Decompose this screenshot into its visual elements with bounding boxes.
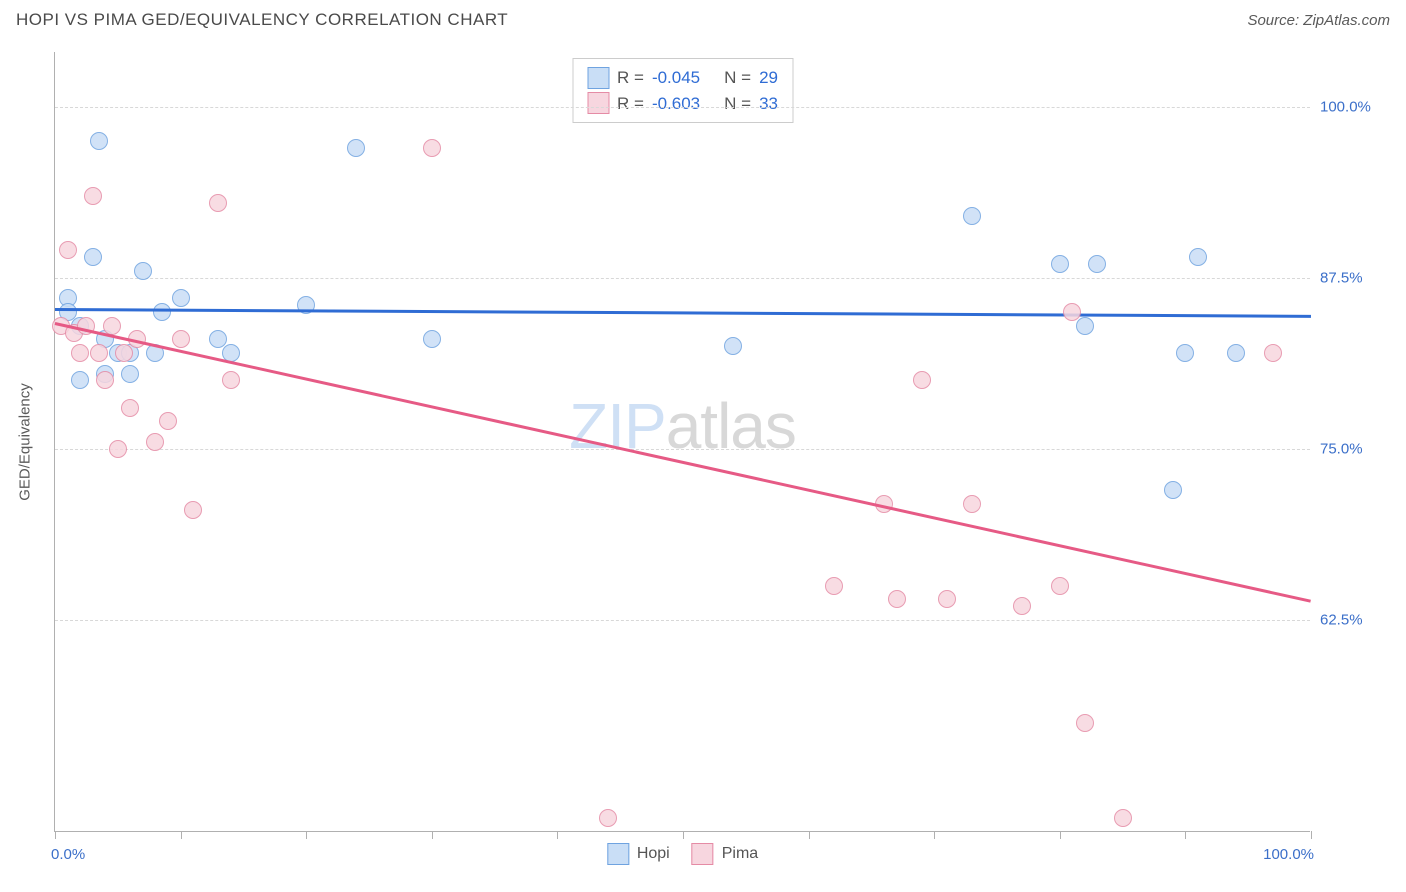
n-label: N = bbox=[724, 65, 751, 91]
pima-swatch-icon bbox=[692, 843, 714, 865]
scatter-point bbox=[121, 399, 139, 417]
scatter-point bbox=[153, 303, 171, 321]
watermark-atlas: atlas bbox=[666, 390, 796, 462]
watermark-zip: ZIP bbox=[569, 390, 666, 462]
y-tick-label: 75.0% bbox=[1320, 440, 1390, 457]
source-label: Source: ZipAtlas.com bbox=[1247, 12, 1390, 29]
trend-line bbox=[55, 308, 1311, 317]
scatter-point bbox=[963, 207, 981, 225]
x-tick bbox=[1311, 831, 1312, 839]
legend-item-pima: Pima bbox=[692, 843, 758, 865]
scatter-point bbox=[184, 501, 202, 519]
x-tick bbox=[306, 831, 307, 839]
scatter-point bbox=[109, 440, 127, 458]
scatter-point bbox=[90, 344, 108, 362]
legend-stats-row-hopi: R = -0.045 N = 29 bbox=[587, 65, 778, 91]
scatter-point bbox=[209, 194, 227, 212]
plot-area: GED/Equivalency ZIPatlas R = -0.045 N = … bbox=[54, 52, 1310, 832]
scatter-point bbox=[1051, 255, 1069, 273]
scatter-point bbox=[913, 371, 931, 389]
scatter-point bbox=[59, 241, 77, 259]
scatter-point bbox=[347, 139, 365, 157]
scatter-point bbox=[84, 248, 102, 266]
y-tick-label: 100.0% bbox=[1320, 98, 1390, 115]
scatter-point bbox=[159, 412, 177, 430]
legend-stats: R = -0.045 N = 29 R = -0.603 N = 33 bbox=[572, 58, 793, 123]
scatter-point bbox=[1063, 303, 1081, 321]
scatter-point bbox=[1264, 344, 1282, 362]
legend-series: Hopi Pima bbox=[607, 843, 758, 865]
scatter-point bbox=[1076, 317, 1094, 335]
gridline bbox=[55, 449, 1310, 450]
x-min-label: 0.0% bbox=[51, 846, 85, 863]
scatter-point bbox=[96, 371, 114, 389]
scatter-point bbox=[71, 344, 89, 362]
scatter-point bbox=[1051, 577, 1069, 595]
y-axis-title: GED/Equivalency bbox=[17, 383, 34, 501]
scatter-point bbox=[90, 132, 108, 150]
scatter-point bbox=[938, 590, 956, 608]
legend-label-pima: Pima bbox=[722, 845, 758, 863]
x-tick bbox=[1185, 831, 1186, 839]
scatter-point bbox=[103, 317, 121, 335]
scatter-point bbox=[1176, 344, 1194, 362]
x-tick bbox=[1060, 831, 1061, 839]
scatter-point bbox=[121, 365, 139, 383]
pima-swatch bbox=[587, 92, 609, 114]
scatter-point bbox=[423, 139, 441, 157]
x-tick bbox=[55, 831, 56, 839]
r-label: R = bbox=[617, 91, 644, 117]
trend-line bbox=[55, 322, 1312, 602]
n-label: N = bbox=[724, 91, 751, 117]
scatter-point bbox=[825, 577, 843, 595]
y-tick-label: 87.5% bbox=[1320, 269, 1390, 286]
x-max-label: 100.0% bbox=[1263, 846, 1314, 863]
x-tick bbox=[809, 831, 810, 839]
pima-n-value: 33 bbox=[759, 91, 778, 117]
scatter-point bbox=[115, 344, 133, 362]
scatter-point bbox=[423, 330, 441, 348]
hopi-r-value: -0.045 bbox=[652, 65, 700, 91]
scatter-point bbox=[1114, 809, 1132, 827]
scatter-point bbox=[84, 187, 102, 205]
scatter-point bbox=[1189, 248, 1207, 266]
scatter-point bbox=[134, 262, 152, 280]
hopi-swatch bbox=[587, 67, 609, 89]
gridline bbox=[55, 278, 1310, 279]
scatter-point bbox=[1164, 481, 1182, 499]
chart-container: HOPI VS PIMA GED/EQUIVALENCY CORRELATION… bbox=[10, 10, 1396, 882]
scatter-point bbox=[222, 371, 240, 389]
legend-label-hopi: Hopi bbox=[637, 845, 670, 863]
scatter-point bbox=[1088, 255, 1106, 273]
watermark: ZIPatlas bbox=[569, 389, 796, 463]
scatter-point bbox=[888, 590, 906, 608]
x-tick bbox=[432, 831, 433, 839]
legend-stats-row-pima: R = -0.603 N = 33 bbox=[587, 91, 778, 117]
y-tick-label: 62.5% bbox=[1320, 611, 1390, 628]
header: HOPI VS PIMA GED/EQUIVALENCY CORRELATION… bbox=[10, 10, 1396, 34]
x-tick bbox=[934, 831, 935, 839]
scatter-point bbox=[1076, 714, 1094, 732]
hopi-n-value: 29 bbox=[759, 65, 778, 91]
scatter-point bbox=[724, 337, 742, 355]
scatter-point bbox=[172, 330, 190, 348]
scatter-point bbox=[963, 495, 981, 513]
gridline bbox=[55, 107, 1310, 108]
x-tick bbox=[557, 831, 558, 839]
scatter-point bbox=[71, 371, 89, 389]
scatter-point bbox=[599, 809, 617, 827]
scatter-point bbox=[1227, 344, 1245, 362]
x-tick bbox=[181, 831, 182, 839]
x-tick bbox=[683, 831, 684, 839]
chart-title: HOPI VS PIMA GED/EQUIVALENCY CORRELATION… bbox=[16, 10, 508, 30]
scatter-point bbox=[1013, 597, 1031, 615]
legend-item-hopi: Hopi bbox=[607, 843, 670, 865]
gridline bbox=[55, 620, 1310, 621]
r-label: R = bbox=[617, 65, 644, 91]
scatter-point bbox=[146, 433, 164, 451]
scatter-point bbox=[172, 289, 190, 307]
hopi-swatch-icon bbox=[607, 843, 629, 865]
pima-r-value: -0.603 bbox=[652, 91, 700, 117]
